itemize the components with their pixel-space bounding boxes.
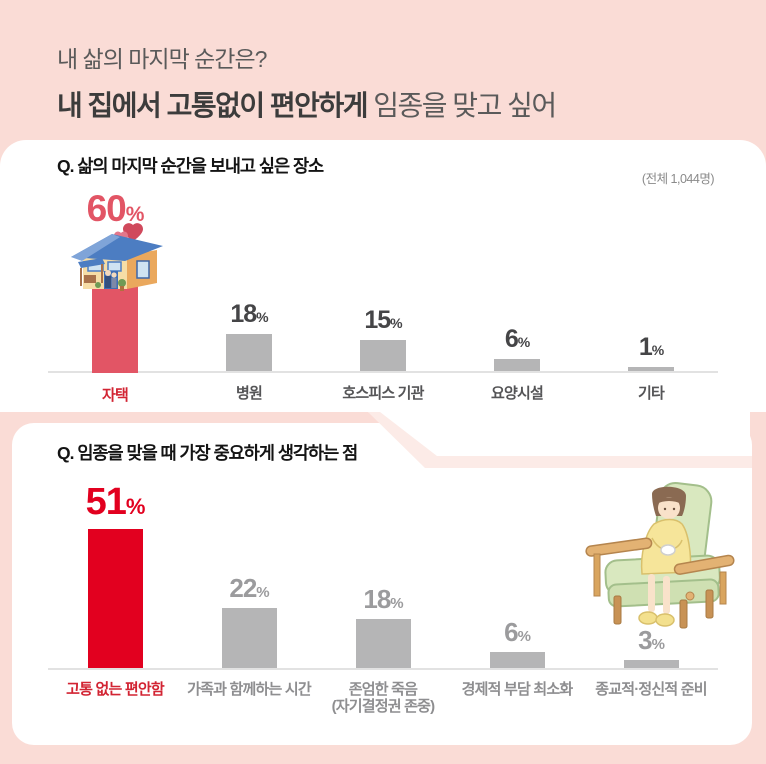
bar-column: 18% 존엄한 죽음 (자기결정권 존중) — [316, 478, 450, 722]
bar — [87, 528, 143, 668]
bar-column: 51% 고통 없는 편안함 — [48, 478, 182, 722]
category-label: 종교적·정신적 준비 — [595, 681, 707, 698]
bar — [226, 333, 272, 371]
category-label: 자택 — [101, 386, 129, 404]
percent-label: 60% — [86, 188, 145, 229]
category-label: 고통 없는 편안함 — [66, 681, 165, 698]
bar-column: 6% 요양시설 — [450, 190, 584, 417]
percent-label: 18% — [230, 299, 268, 328]
chart2-title: Q. 임종을 맞을 때 가장 중요하게 생각하는 점 — [57, 443, 358, 463]
category-label: 존엄한 죽음 (자기결정권 존중) — [331, 681, 436, 716]
bar — [355, 618, 411, 668]
category-label: 기타 — [637, 385, 665, 402]
category-label: 경제적 부담 최소화 — [461, 681, 574, 698]
category-label: 호스피스 기관 — [342, 385, 424, 402]
bar-column: 22% 가족과 함께하는 시간 — [182, 478, 316, 722]
bar — [628, 367, 674, 371]
percent-label: 51% — [85, 480, 146, 523]
bar-column: 3% 종교적·정신적 준비 — [584, 478, 718, 722]
bar — [623, 659, 679, 668]
page-header: 내 삶의 마지막 순간은? 내 집에서 고통없이 편안하게 임종을 맞고 싶어 — [57, 40, 557, 124]
chart-preferred-place: 60% 자택 18% 병원 15% 호스피스 기관 6% 요양시설 1% 기타 — [48, 190, 718, 417]
bar — [360, 339, 406, 371]
bar — [489, 651, 545, 668]
percent-label: 3% — [638, 624, 665, 655]
bar-column: 1% 기타 — [584, 190, 718, 417]
bar — [494, 358, 540, 371]
header-title-rest: 임종을 맞고 싶어 — [366, 90, 557, 121]
chart2-axis-line — [48, 668, 718, 670]
percent-label: 22% — [229, 572, 269, 603]
header-title-bold: 내 집에서 고통없이 편안하게 — [57, 90, 368, 121]
category-label: 병원 — [235, 385, 263, 402]
bar — [221, 607, 277, 668]
bar-column: 15% 호스피스 기관 — [316, 190, 450, 417]
percent-label: 6% — [504, 616, 531, 647]
chart1-axis-line — [48, 371, 718, 373]
percent-label: 15% — [364, 305, 402, 334]
category-label: 요양시설 — [490, 385, 544, 402]
header-subtitle: 내 삶의 마지막 순간은? — [57, 46, 267, 72]
bar — [92, 255, 138, 373]
percent-label: 1% — [638, 333, 664, 361]
chart1-bars: 60% 자택 18% 병원 15% 호스피스 기관 6% 요양시설 1% 기타 — [48, 190, 718, 417]
percent-label: 18% — [363, 583, 403, 614]
sample-size-note: (전체 1,044명) — [641, 172, 715, 186]
bar-column: 6% 경제적 부담 최소화 — [450, 478, 584, 722]
chart2-bars: 51% 고통 없는 편안함 22% 가족과 함께하는 시간 18% 존엄한 죽음 (자기결… — [48, 478, 718, 722]
header-title: 내 집에서 고통없이 편안하게 임종을 맞고 싶어 — [57, 84, 557, 124]
percent-label: 6% — [504, 324, 530, 353]
bar-column: 60% 자택 — [48, 190, 182, 417]
bar-column: 18% 병원 — [182, 190, 316, 417]
category-label: 가족과 함께하는 시간 — [187, 681, 312, 698]
chart-important-factor: 51% 고통 없는 편안함 22% 가족과 함께하는 시간 18% 존엄한 죽음 (자기결… — [48, 478, 735, 722]
chart1-title: Q. 삶의 마지막 순간을 보내고 싶은 장소 — [57, 156, 324, 176]
